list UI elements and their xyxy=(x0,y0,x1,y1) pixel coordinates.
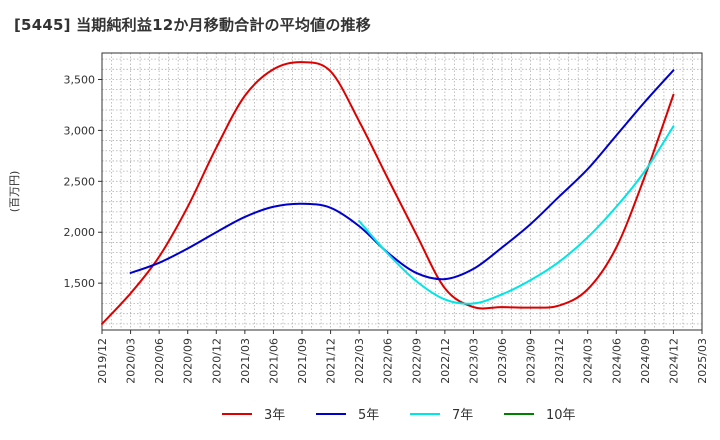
chart-title: [5445] 当期純利益12か月移動合計の平均値の推移 xyxy=(14,16,371,34)
x-tick-label: 2019/12 xyxy=(96,338,109,384)
legend-label-4: 10年 xyxy=(546,408,576,423)
series-line-3 xyxy=(358,125,675,305)
x-tick-label: 2020/09 xyxy=(182,338,195,384)
x-tick-label: 2020/06 xyxy=(153,338,166,384)
x-tick-label: 2022/09 xyxy=(410,338,423,384)
x-tick-label: 2024/03 xyxy=(582,338,595,384)
y-tick-label: 2,000 xyxy=(64,226,96,239)
y-tick-label: 3,500 xyxy=(64,73,96,86)
legend-label-1: 3年 xyxy=(264,408,285,423)
x-tick-label: 2023/12 xyxy=(553,338,566,384)
x-tick-label: 2023/03 xyxy=(467,338,480,384)
legend-label-3: 7年 xyxy=(452,408,473,423)
x-tick-label: 2024/06 xyxy=(610,338,623,384)
x-tick-label: 2023/09 xyxy=(525,338,538,384)
x-tick-label: 2021/06 xyxy=(267,338,280,384)
y-axis-label: (百万円) xyxy=(8,171,21,213)
x-tick-label: 2024/09 xyxy=(639,338,652,384)
x-tick-label: 2020/12 xyxy=(210,338,223,384)
x-tick-label: 2020/03 xyxy=(125,338,138,384)
x-tick-label: 2021/03 xyxy=(239,338,252,384)
series-line-2 xyxy=(129,69,675,281)
x-tick-label: 2022/03 xyxy=(353,338,366,384)
series-line-1 xyxy=(101,61,675,325)
x-tick-label: 2022/12 xyxy=(439,338,452,384)
y-tick-label: 1,500 xyxy=(64,277,96,290)
plot-border xyxy=(101,52,703,331)
x-tick-label: 2021/09 xyxy=(296,338,309,384)
x-tick-label: 2023/06 xyxy=(496,338,509,384)
legend-label-2: 5年 xyxy=(358,408,379,423)
y-tick-label: 2,500 xyxy=(64,175,96,188)
x-tick-label: 2025/03 xyxy=(696,338,709,384)
x-tick-label: 2022/06 xyxy=(382,338,395,384)
plot-area xyxy=(102,53,702,330)
x-tick-label: 2024/12 xyxy=(667,338,680,384)
x-tick-label: 2021/12 xyxy=(325,338,338,384)
y-tick-label: 3,000 xyxy=(64,124,96,137)
